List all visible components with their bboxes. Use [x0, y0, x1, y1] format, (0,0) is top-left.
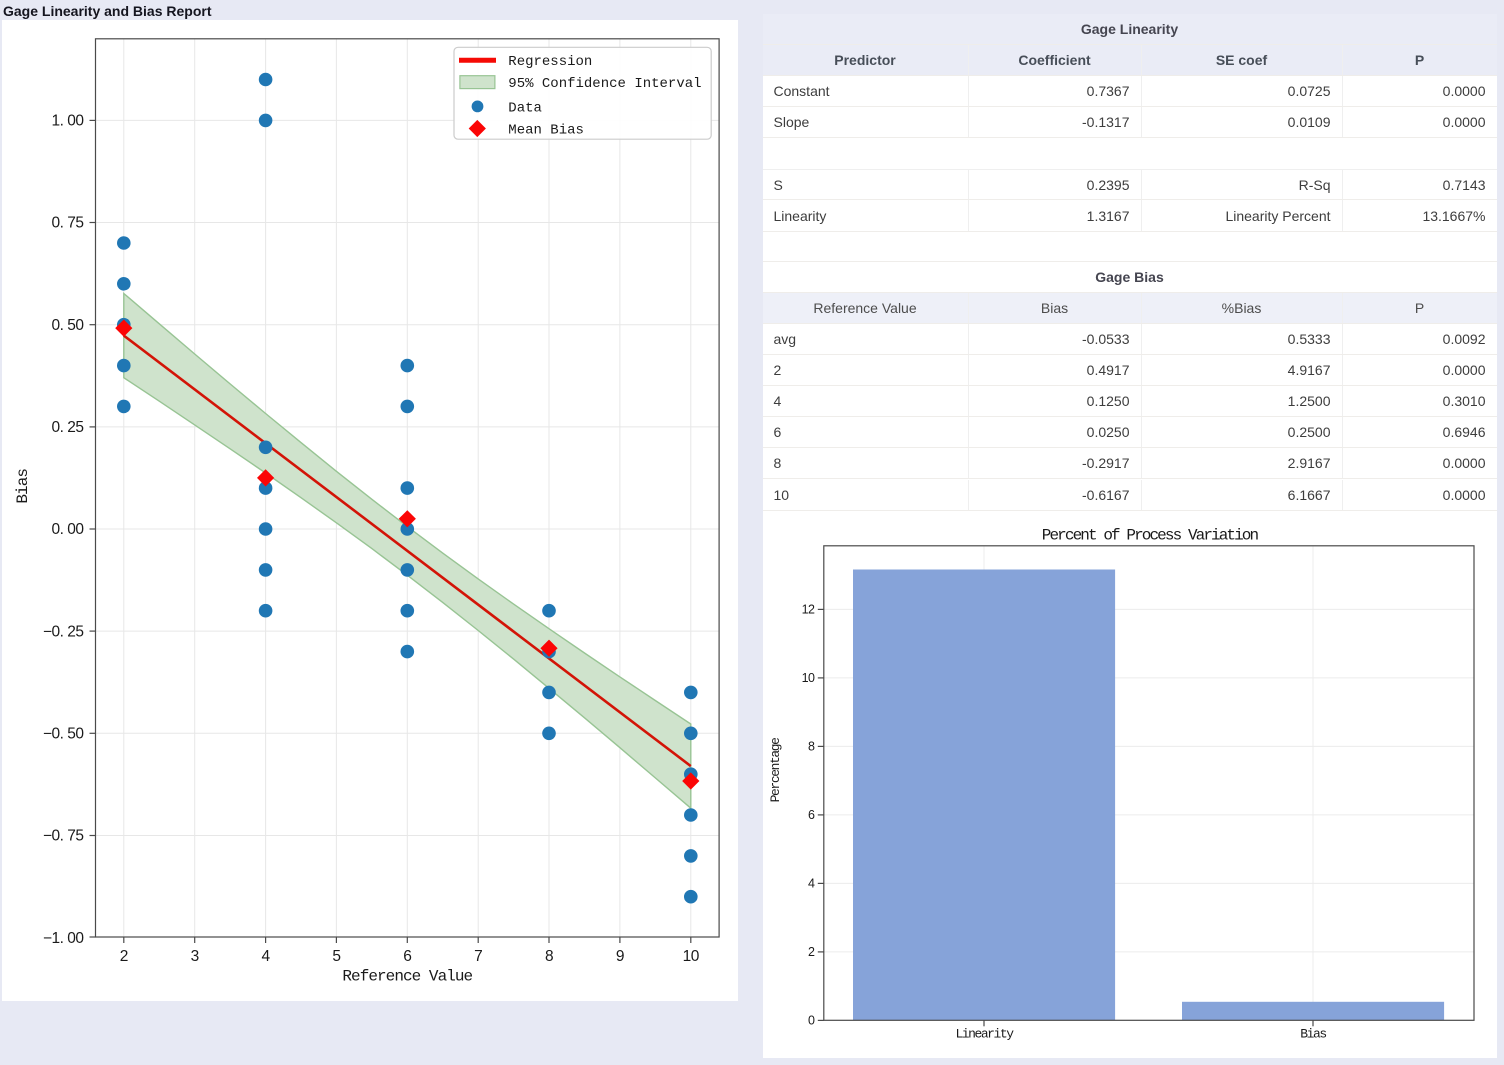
svg-text:12: 12: [801, 602, 814, 616]
svg-text:4: 4: [262, 948, 271, 965]
svg-text:Reference Value: Reference Value: [342, 967, 472, 985]
svg-text:Linearity: Linearity: [955, 1026, 1014, 1041]
svg-text:−1. 00: −1. 00: [43, 929, 84, 946]
svg-text:10: 10: [683, 948, 700, 965]
svg-text:−0. 75: −0. 75: [43, 827, 84, 844]
svg-text:−0. 50: −0. 50: [43, 725, 84, 742]
svg-text:4: 4: [807, 876, 814, 890]
svg-text:8: 8: [545, 948, 553, 965]
svg-text:10: 10: [801, 671, 814, 685]
svg-text:0. 50: 0. 50: [52, 316, 85, 333]
svg-text:Bias: Bias: [14, 468, 32, 503]
svg-text:Bias: Bias: [1300, 1026, 1326, 1041]
svg-text:−0. 25: −0. 25: [43, 623, 84, 640]
svg-text:Mean Bias: Mean Bias: [508, 122, 584, 138]
svg-text:0. 75: 0. 75: [52, 214, 84, 231]
svg-text:95% Confidence Interval: 95% Confidence Interval: [508, 76, 701, 92]
svg-text:6: 6: [807, 808, 814, 822]
svg-text:6: 6: [403, 948, 411, 965]
svg-text:2: 2: [807, 945, 814, 959]
svg-text:5: 5: [332, 948, 340, 965]
svg-text:3: 3: [191, 948, 199, 965]
svg-text:0. 25: 0. 25: [52, 419, 84, 436]
svg-text:9: 9: [616, 948, 624, 965]
svg-text:Percent of Process Variation: Percent of Process Variation: [1041, 526, 1258, 544]
svg-text:0: 0: [807, 1013, 814, 1027]
svg-text:Percentage: Percentage: [768, 738, 783, 803]
svg-text:7: 7: [474, 948, 482, 965]
svg-text:Regression: Regression: [508, 54, 592, 70]
svg-text:1. 00: 1. 00: [52, 112, 85, 129]
svg-text:Data: Data: [508, 100, 542, 116]
svg-text:2: 2: [120, 948, 128, 965]
svg-text:8: 8: [807, 739, 814, 753]
svg-text:0. 00: 0. 00: [52, 521, 85, 538]
